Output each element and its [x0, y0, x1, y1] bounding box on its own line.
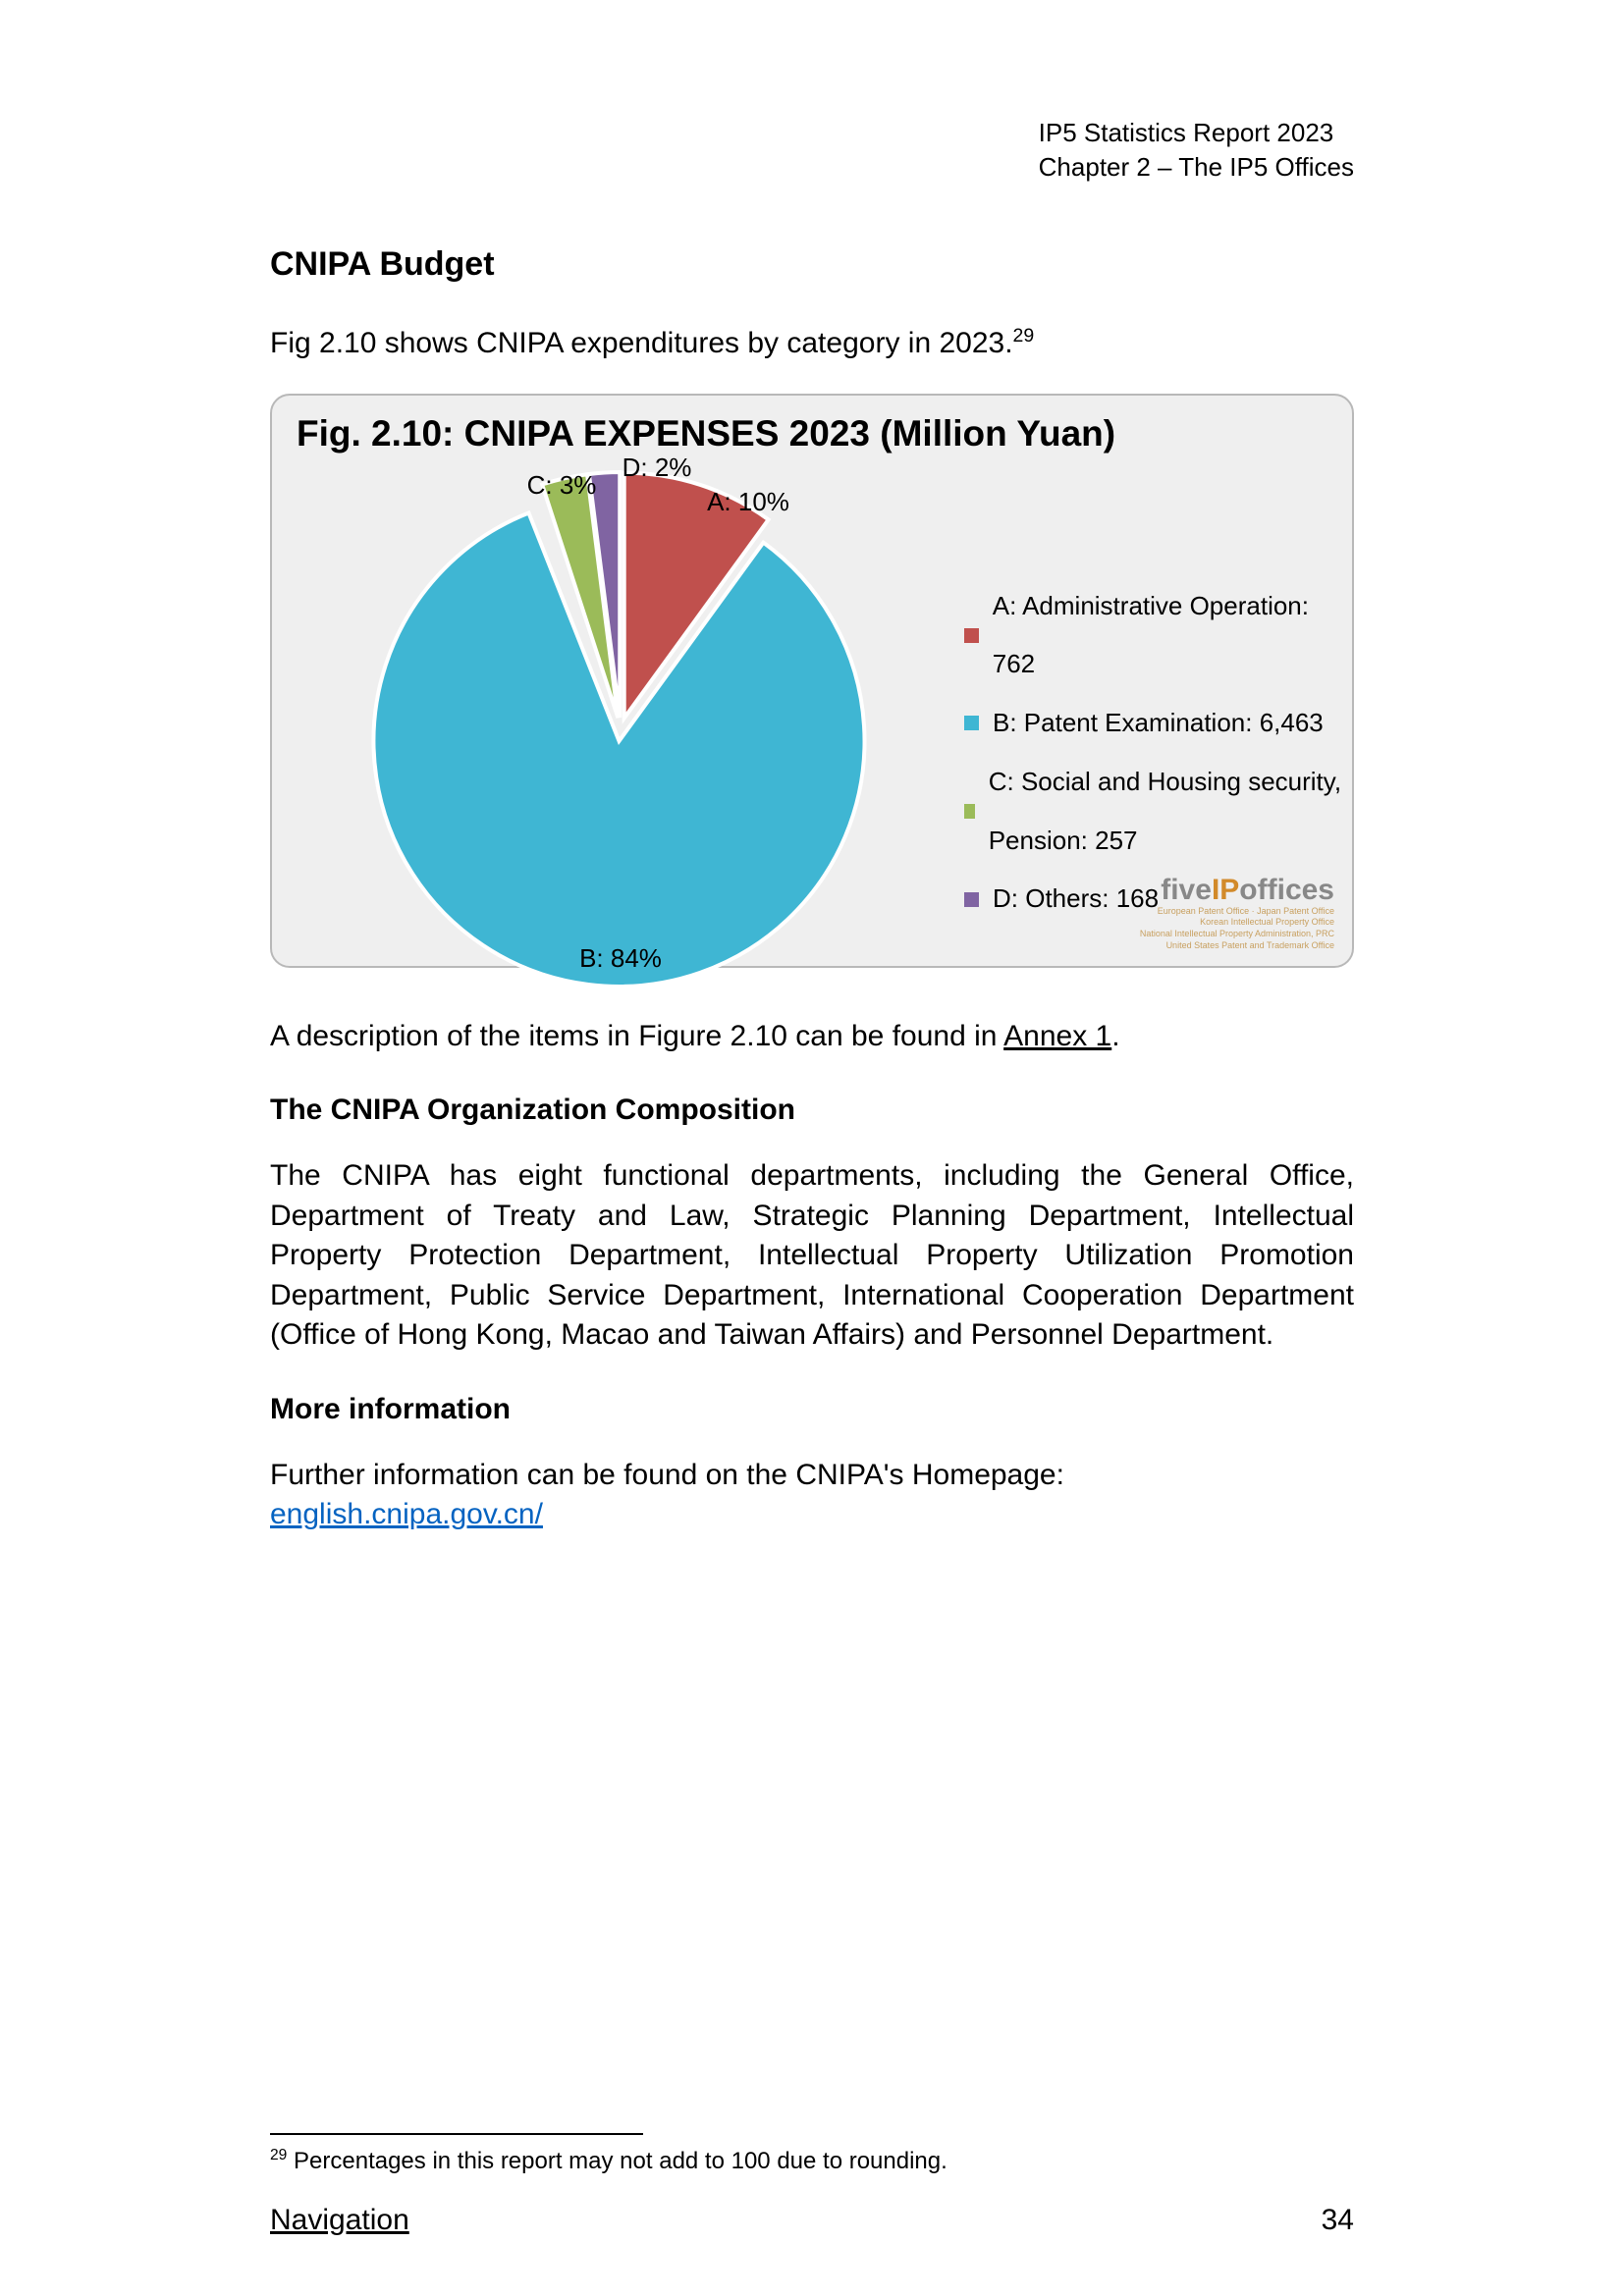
logo-ip: IP	[1212, 874, 1239, 906]
footnote: 29 Percentages in this report may not ad…	[270, 2145, 1354, 2178]
desc-post: .	[1111, 1020, 1119, 1052]
header-line-2: Chapter 2 – The IP5 Offices	[1039, 150, 1354, 185]
logo-sub-4: United States Patent and Trademark Offic…	[1140, 940, 1334, 952]
legend-swatch-d	[964, 892, 979, 907]
pie-label-a: A: 10%	[707, 487, 789, 516]
pie-chart: A: 10% B: 84% C: 3% D: 2%	[360, 456, 881, 977]
intro-paragraph: Fig 2.10 shows CNIPA expenditures by cat…	[270, 323, 1354, 364]
legend-swatch-c	[964, 804, 975, 819]
legend-row-c: C: Social and Housing security, Pension:…	[964, 753, 1352, 871]
sub1-title: The CNIPA Organization Composition	[270, 1094, 1354, 1127]
logo-sub-3: National Intellectual Property Administr…	[1140, 929, 1334, 940]
pie-svg: A: 10% B: 84% C: 3% D: 2%	[360, 456, 910, 1006]
sub1-body: The CNIPA has eight functional departmen…	[270, 1156, 1354, 1356]
navigation-link[interactable]: Navigation	[270, 2204, 409, 2237]
pie-label-b: B: 84%	[579, 943, 662, 973]
pie-label-d: D: 2%	[623, 456, 692, 482]
legend-row-b: B: Patent Examination: 6,463	[964, 694, 1352, 753]
description-paragraph: A description of the items in Figure 2.1…	[270, 1017, 1354, 1057]
footnote-sup: 29	[270, 2147, 287, 2163]
footnote-text: Percentages in this report may not add t…	[287, 2148, 947, 2174]
logo-sub-2: Korean Intellectual Property Office	[1140, 917, 1334, 929]
logo-main: fiveIPoffices	[1140, 875, 1334, 906]
header-line-1: IP5 Statistics Report 2023	[1039, 116, 1354, 150]
legend-label-a: A: Administrative Operation: 762	[993, 577, 1352, 695]
logo-sub-1: European Patent Office · Japan Patent Of…	[1140, 906, 1334, 918]
cnipa-homepage-link[interactable]: english.cnipa.gov.cn/	[270, 1498, 543, 1530]
chart-container: Fig. 2.10: CNIPA EXPENSES 2023 (Million …	[270, 394, 1354, 968]
intro-text: Fig 2.10 shows CNIPA expenditures by cat…	[270, 327, 1013, 359]
footnote-rule	[270, 2133, 643, 2135]
legend-swatch-b	[964, 716, 979, 730]
legend-row-a: A: Administrative Operation: 762	[964, 577, 1352, 695]
legend-label-c: C: Social and Housing security, Pension:…	[989, 753, 1352, 871]
intro-footnote-ref: 29	[1013, 325, 1035, 347]
sub2-body: Further information can be found on the …	[270, 1459, 1064, 1491]
desc-pre: A description of the items in Figure 2.1…	[270, 1020, 1003, 1052]
pie-label-c: C: 3%	[527, 470, 597, 500]
legend-label-d: D: Others: 168	[993, 870, 1159, 929]
page-number: 34	[1322, 2204, 1354, 2237]
footnote-block: 29 Percentages in this report may not ad…	[270, 2133, 1354, 2178]
legend-swatch-a	[964, 628, 979, 643]
five-ip-offices-logo: fiveIPoffices European Patent Office · J…	[1140, 875, 1334, 951]
footer-nav: Navigation 34	[270, 2204, 1354, 2237]
section-title: CNIPA Budget	[270, 245, 1354, 284]
sub2-body-block: Further information can be found on the …	[270, 1456, 1354, 1535]
header-right: IP5 Statistics Report 2023 Chapter 2 – T…	[1039, 116, 1354, 185]
annex-link[interactable]: Annex 1	[1003, 1020, 1111, 1052]
sub2-title: More information	[270, 1393, 1354, 1426]
legend-label-b: B: Patent Examination: 6,463	[993, 694, 1324, 753]
page: IP5 Statistics Report 2023 Chapter 2 – T…	[0, 0, 1624, 2296]
chart-title: Fig. 2.10: CNIPA EXPENSES 2023 (Million …	[297, 413, 1327, 454]
logo-post: offices	[1239, 874, 1334, 906]
logo-pre: five	[1161, 874, 1212, 906]
